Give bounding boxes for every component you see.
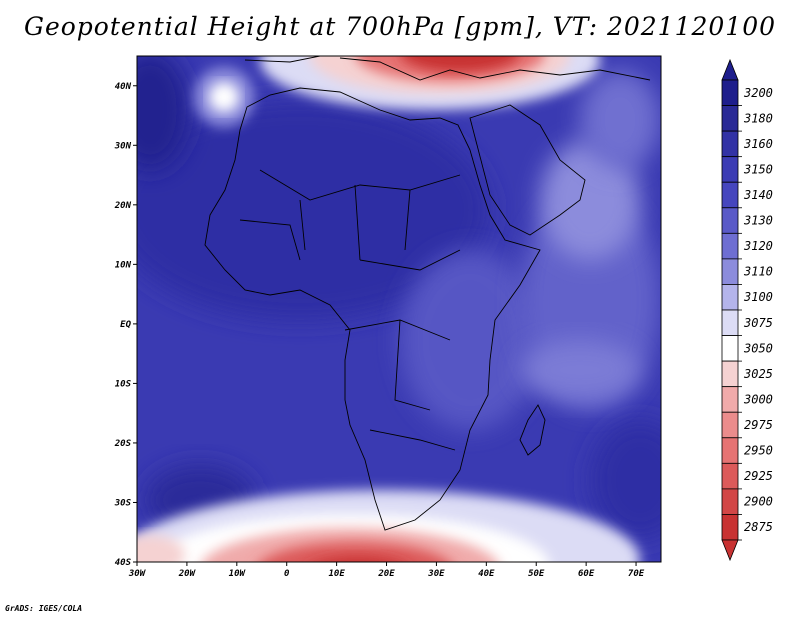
colorbar-label: 2900: [744, 495, 773, 509]
colorbar-swatch: [721, 284, 739, 311]
colorbar-label: 3110: [743, 265, 773, 279]
lon-tick-label: 0: [284, 569, 290, 579]
colorbar-swatch: [721, 335, 739, 362]
colorbar-swatch: [721, 207, 739, 234]
madagascar-coast: [519, 404, 546, 456]
field-south-core: [319, 557, 397, 562]
internal-borders: [239, 169, 461, 451]
colorbar-label: 2875: [744, 520, 773, 534]
lon-tick-label: 30W: [128, 569, 147, 579]
lat-axis: 40N 30N 20N 10N EQ 10S 20S 30S 40S: [114, 82, 137, 568]
lat-tick-label: 10N: [115, 260, 132, 270]
lat-tick-label: 10S: [115, 379, 132, 389]
field-south-ring3: [202, 528, 498, 562]
lon-tick-label: 20W: [178, 569, 197, 579]
field-se-deep: [590, 420, 661, 540]
colorbar-label: 3075: [743, 316, 773, 330]
lat-tick-label: 20N: [114, 201, 132, 211]
lon-tick-label: 10W: [229, 569, 247, 579]
lat-tick-label: 40S: [115, 558, 132, 568]
lon-tick-label: 50E: [528, 569, 545, 579]
field-sw-corner: [137, 535, 185, 562]
colorbar-swatch: [721, 79, 739, 106]
colorbar-swatch: [721, 514, 739, 541]
field-med-ring3: [355, 56, 545, 82]
field-west-deep: [137, 56, 190, 170]
plot-frame: [136, 55, 662, 563]
colorbar-label: 3050: [743, 341, 773, 355]
lat-tick-label: EQ: [120, 320, 131, 330]
coastlines: [204, 56, 651, 531]
map-title: Geopotential Height at 700hPa [gpm], VT:…: [23, 12, 777, 41]
colorbar-swatch: [721, 360, 739, 388]
lon-tick-label: 10E: [328, 569, 345, 579]
colorbar-label: 3160: [743, 137, 773, 151]
lon-tick-label: 20E: [377, 569, 395, 579]
lat-tick-label: 40N: [115, 82, 132, 92]
colorbar-swatch: [721, 258, 739, 285]
field-south-ring4: [260, 542, 450, 562]
grads-credit: GrADS: IGES/COLA: [5, 604, 83, 613]
colorbar-swatch: [721, 232, 739, 260]
field-sahara-core: [137, 100, 490, 320]
colorbar-label: 3025: [743, 367, 773, 381]
lat-tick-label: 30S: [114, 498, 132, 508]
field-med-core: [401, 56, 519, 72]
colorbar-label: 3130: [743, 214, 773, 228]
europe-coast: [244, 56, 651, 81]
colorbar-swatch: [721, 181, 739, 209]
africa-coast: [204, 87, 541, 531]
colorbar-swatch: [721, 411, 739, 439]
colorbar-label: 3120: [743, 239, 773, 253]
colorbar-label: 2950: [744, 444, 773, 458]
lon-tick-label: 70E: [628, 569, 645, 579]
field-iran: [580, 70, 660, 170]
field-madagascar-sea: [520, 340, 640, 400]
colorbar-swatch: [721, 105, 739, 132]
colorbar-swatch: [721, 309, 739, 336]
field-arabian-sea: [540, 140, 640, 260]
colorbar-swatch: [721, 462, 739, 490]
colorbar-label: 3180: [743, 111, 773, 125]
field-east-africa: [400, 250, 540, 430]
field-canary-core: [209, 82, 239, 112]
colorbar-swatch: [721, 130, 739, 158]
colorbar-label: 3140: [743, 188, 773, 202]
colorbar-swatch: [721, 437, 739, 464]
colorbar: 3200 3180 3160 3150 3140 3130 3120 3110 3100 3075…: [721, 58, 773, 562]
colorbar-label: 3100: [743, 290, 773, 304]
colorbar-label: 2925: [744, 469, 773, 483]
colorbar-label: 2975: [744, 418, 773, 432]
colorbar-label: 3150: [743, 162, 773, 176]
lon-tick-label: 40E: [478, 569, 495, 579]
height-field: [137, 56, 661, 562]
lat-tick-label: 30N: [114, 141, 132, 151]
colorbar-bottom-arrow: [721, 539, 739, 562]
colorbar-label: 3000: [743, 392, 773, 406]
lon-tick-label: 30E: [427, 569, 445, 579]
colorbar-label: 3200: [743, 86, 773, 100]
lon-tick-label: 60E: [578, 569, 595, 579]
lon-axis: 30W 20W 10W 0 10E 20E 30E 40E 50E 60E 70E: [128, 562, 645, 579]
colorbar-top-arrow: [721, 58, 739, 81]
arabia-coast: [469, 104, 586, 236]
colorbar-swatch: [721, 386, 739, 413]
lat-tick-label: 20S: [114, 439, 132, 449]
colorbar-swatch: [721, 156, 739, 183]
colorbar-swatch: [721, 488, 739, 515]
